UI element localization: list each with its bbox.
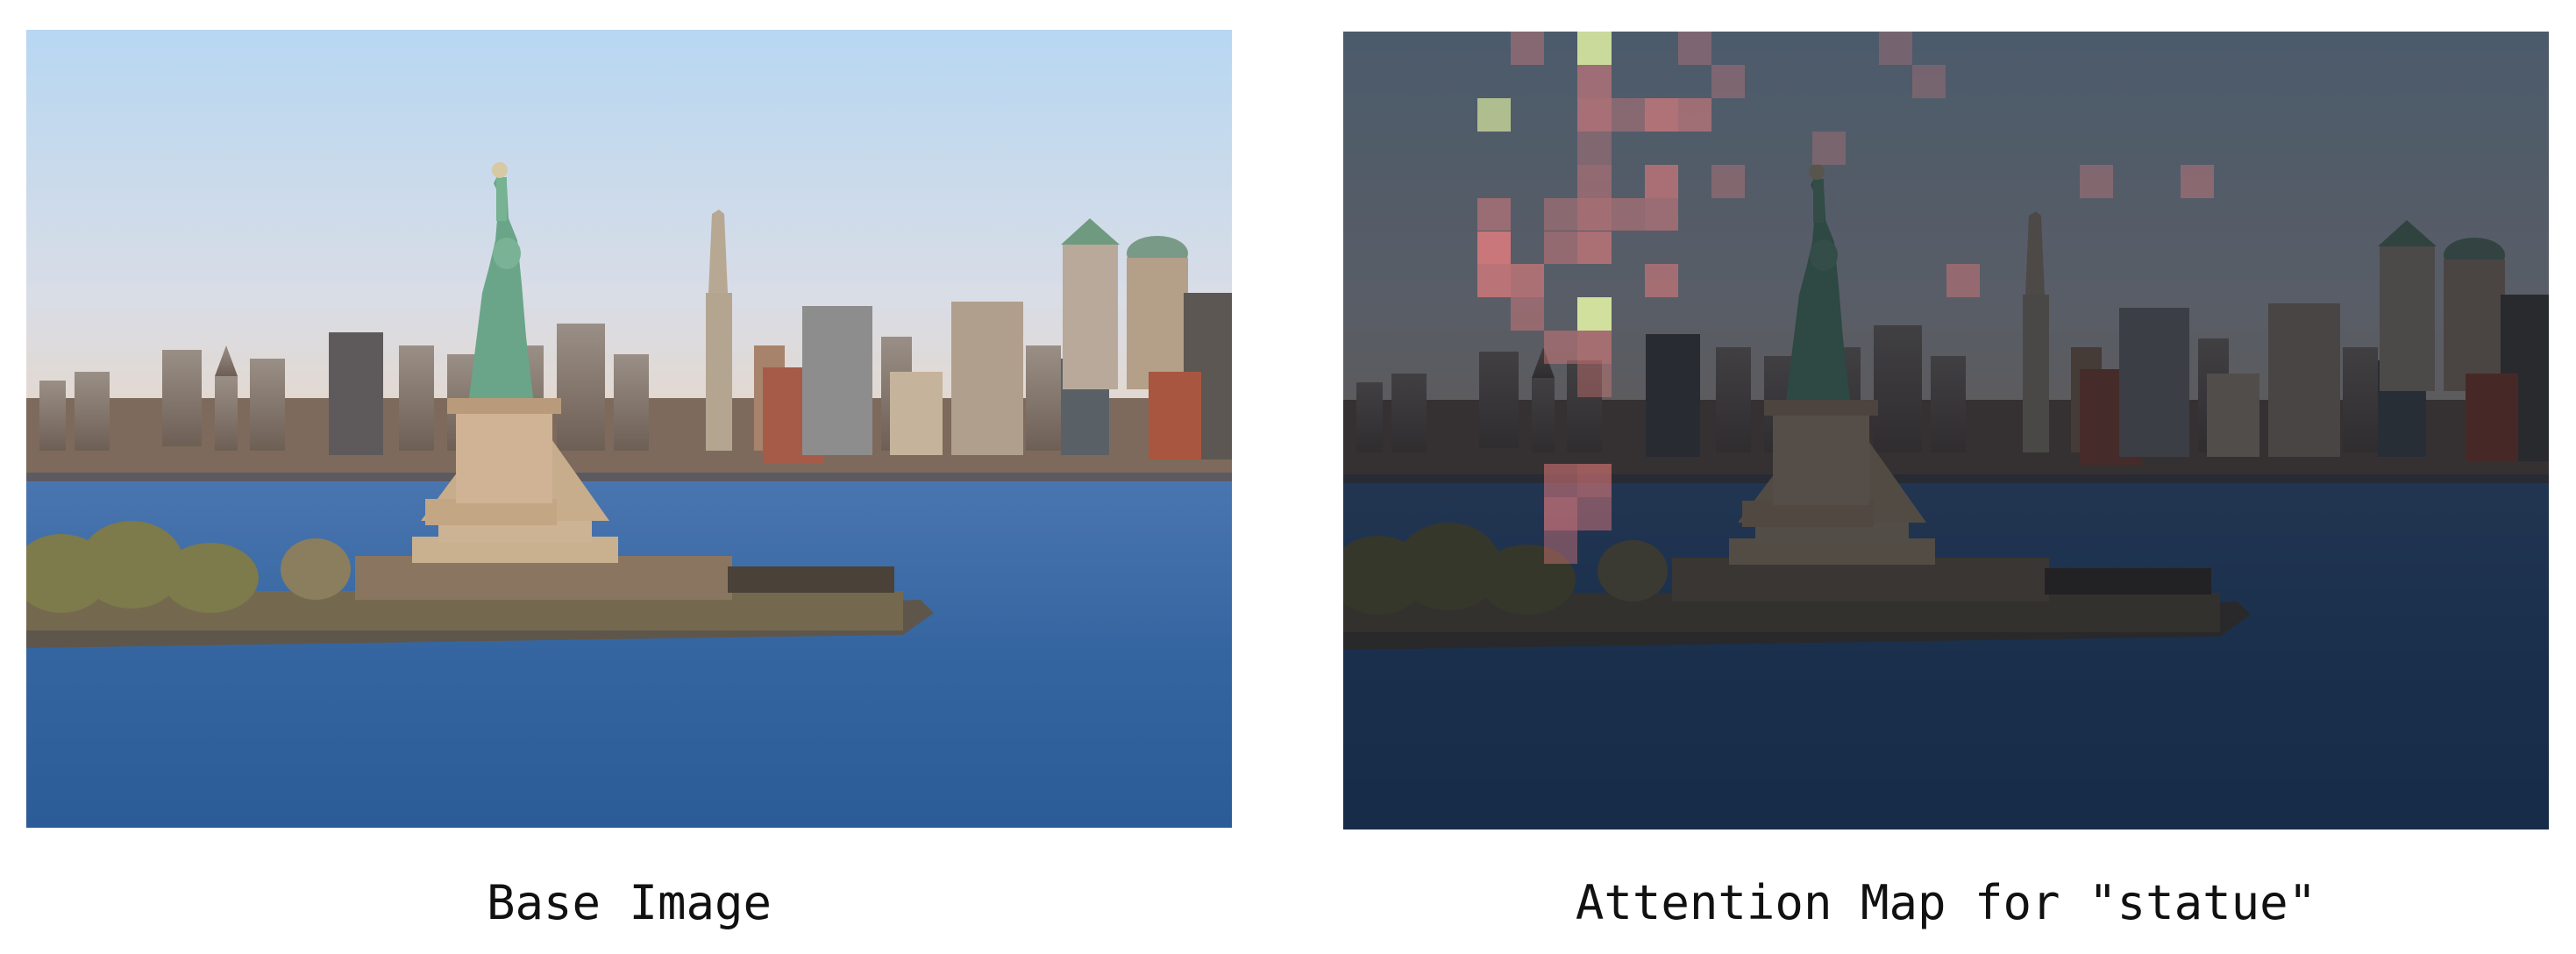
attention-cell [2080, 164, 2114, 198]
base-image-caption: Base Image [486, 875, 772, 930]
attention-cell [1912, 64, 1946, 98]
attention-cell [1677, 32, 1712, 65]
attention-heatmap [1343, 32, 2549, 829]
attention-cell [1577, 97, 1612, 132]
attention-cell [1510, 264, 1545, 298]
attention-cell [1711, 164, 1746, 198]
attention-cell [1544, 197, 1578, 231]
attention-cell [1577, 231, 1612, 265]
attention-cell [1611, 197, 1645, 231]
attention-cell [1644, 264, 1678, 298]
attention-cell [1477, 231, 1511, 265]
attention-cell [1677, 97, 1712, 132]
attention-cell [1577, 32, 1612, 65]
attention-cell [1644, 164, 1678, 198]
statue-of-liberty-photo [26, 30, 1232, 828]
attention-cell [1544, 331, 1578, 365]
attention-cell [1544, 496, 1578, 530]
attention-overlay-photo [1343, 32, 2549, 829]
attention-cell [2180, 164, 2215, 198]
attention-cell [1544, 463, 1578, 497]
attention-cell [1477, 197, 1511, 231]
attention-cell [1879, 32, 1913, 65]
attention-cell [1577, 197, 1612, 231]
attention-cell [1510, 297, 1545, 331]
attention-cell [1510, 32, 1545, 65]
attention-map-caption: Attention Map for "statue" [1575, 875, 2317, 930]
attention-cell [1544, 231, 1578, 265]
attention-cell [1577, 297, 1612, 331]
attention-cell [1577, 64, 1612, 98]
attention-cell [1644, 97, 1678, 132]
attention-cell [1711, 64, 1746, 98]
attention-cell [1946, 264, 1980, 298]
attention-map-image [1343, 32, 2549, 829]
attention-cell [1577, 364, 1612, 398]
attention-cell [1811, 131, 1846, 165]
attention-cell [1477, 97, 1511, 132]
attention-cell [1644, 197, 1678, 231]
attention-cell [1577, 463, 1612, 497]
attention-cell [1577, 496, 1612, 530]
dim-overlay [1343, 32, 2549, 829]
attention-cell [1577, 131, 1612, 165]
attention-cell [1544, 530, 1578, 564]
base-image [26, 30, 1232, 828]
attention-cell [1577, 164, 1612, 198]
attention-cell [1611, 97, 1645, 132]
attention-cell [1577, 331, 1612, 365]
attention-cell [1477, 264, 1511, 298]
